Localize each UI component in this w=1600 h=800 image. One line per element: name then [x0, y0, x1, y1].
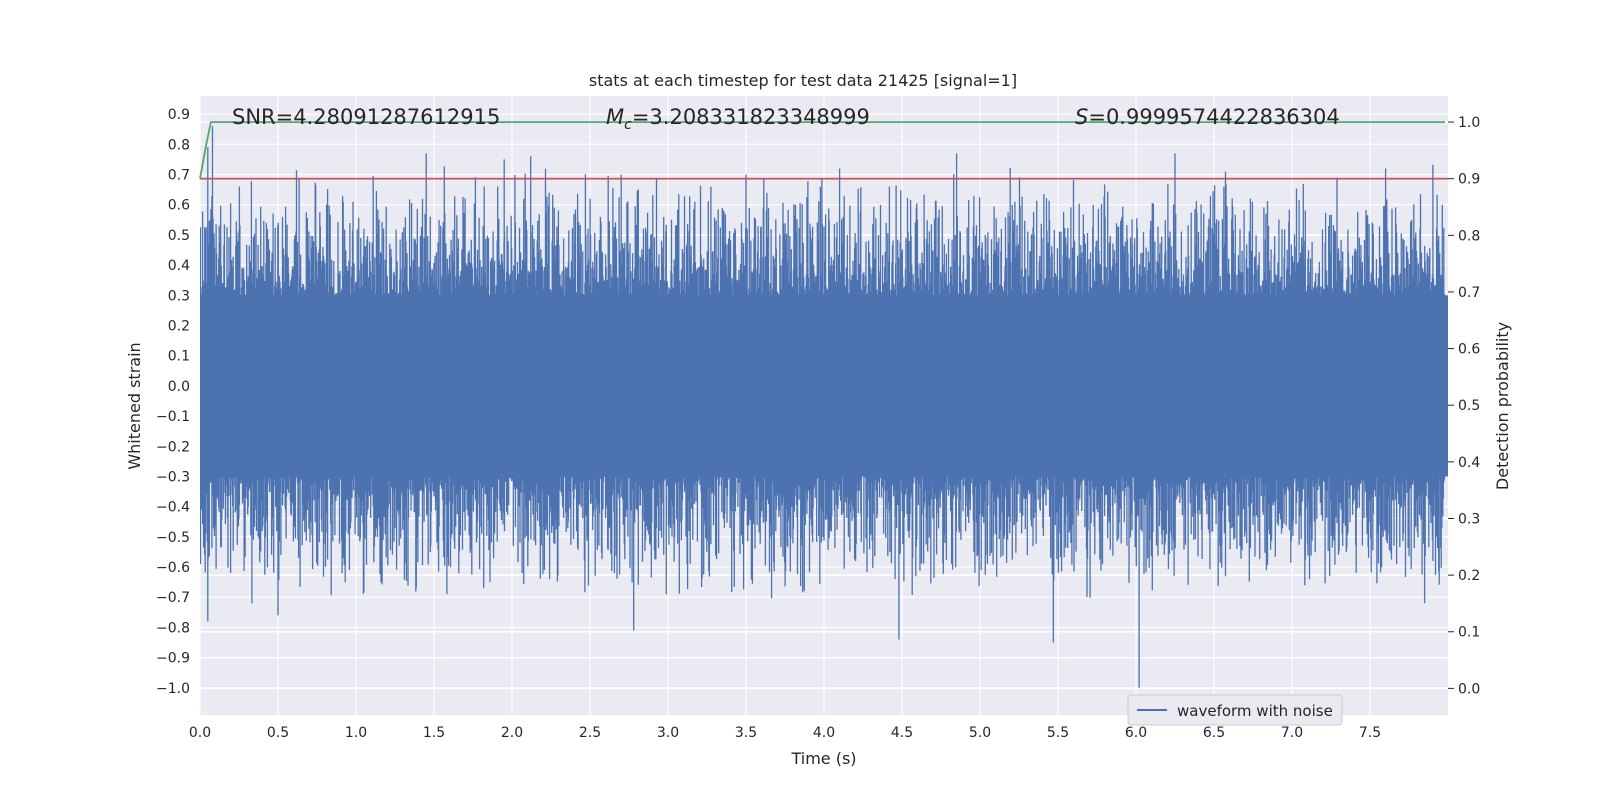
- y-tick-label: −0.4: [156, 500, 190, 516]
- y-tick-label: 0.8: [168, 137, 190, 153]
- y2-tick-label: 0.5: [1458, 398, 1480, 414]
- x-axis: 0.0 0.5 1.0 1.5 2.0 2.5 3.0 3.5 4.0 4.5 5.0 5.5 6.0 6…: [189, 725, 1381, 741]
- s-annotation: S=0.9999574422836304: [1075, 105, 1340, 129]
- y-tick-label: −0.6: [156, 560, 190, 576]
- legend-entry: waveform with noise: [1177, 702, 1333, 720]
- y2-tick-label: 0.1: [1458, 625, 1480, 641]
- y-tick-label: −0.7: [156, 590, 190, 606]
- waveform-series: [200, 126, 1448, 688]
- x-tick-label: 3.0: [657, 725, 679, 741]
- y2-tick-label: 0.0: [1458, 681, 1480, 697]
- y-tick-label: 0.5: [168, 228, 190, 244]
- probability-lines: [199, 121, 1448, 180]
- x-tick-label: 2.5: [579, 725, 601, 741]
- x-tick-label: 5.5: [1047, 725, 1069, 741]
- y-tick-label: −0.3: [156, 469, 190, 485]
- s-symbol: S: [1075, 105, 1088, 129]
- x-tick-label: 7.5: [1359, 725, 1381, 741]
- x-tick-label: 6.0: [1125, 725, 1147, 741]
- y-tick-label: −0.5: [156, 530, 190, 546]
- x-tick-label: 1.0: [345, 725, 367, 741]
- y-tick-label: −0.8: [156, 620, 190, 636]
- x-tick-label: 1.5: [423, 725, 445, 741]
- waveform-trace: [200, 126, 1446, 688]
- mc-subscript: c: [624, 117, 632, 133]
- y-tick-label: 0.0: [168, 379, 190, 395]
- x-tick-label: 0.5: [267, 725, 289, 741]
- y-tick-label: 0.4: [168, 258, 190, 274]
- y-tick-label: −0.9: [156, 651, 190, 667]
- y-tick-label: −0.2: [156, 439, 190, 455]
- y-tick-label: 0.6: [168, 198, 190, 214]
- y-tick-label: 0.7: [168, 168, 190, 184]
- y-tick-label: 0.3: [168, 288, 190, 304]
- y2-tick-label: 0.4: [1458, 455, 1480, 471]
- y2-axis-label: Detection probability: [1493, 322, 1512, 490]
- x-tick-label: 6.5: [1203, 725, 1225, 741]
- y-tick-label: 0.2: [168, 318, 190, 334]
- x-tick-label: 4.5: [891, 725, 913, 741]
- y2-tick-label: 1.0: [1458, 115, 1480, 131]
- x-tick-label: 2.0: [501, 725, 523, 741]
- y-tick-label: 0.9: [168, 107, 190, 123]
- y2-tick-label: 0.3: [1458, 511, 1480, 527]
- x-tick-label: 7.0: [1281, 725, 1303, 741]
- legend-box: [1127, 694, 1343, 726]
- y2-tick-label: 0.8: [1458, 228, 1480, 244]
- snr-annotation: SNR=4.28091287612915: [232, 105, 500, 129]
- y-tick-label: −0.1: [156, 409, 190, 425]
- x-tick-label: 5.0: [969, 725, 991, 741]
- right-axis: 1.0 0.9 0.8 0.7 0.6 0.5 0.4 0.3 0.2 0.1 0.0: [1448, 115, 1480, 697]
- mc-value: =3.208331823348999: [632, 105, 870, 129]
- y-tick-label: 0.1: [168, 349, 190, 365]
- x-tick-label: 3.5: [735, 725, 757, 741]
- y-tick-label: −1.0: [156, 681, 190, 697]
- y-axis-label: Whitened strain: [125, 342, 144, 469]
- x-tick-label: 0.0: [189, 725, 211, 741]
- legend: waveform with noise: [1127, 694, 1343, 726]
- x-tick-label: 4.0: [813, 725, 835, 741]
- y2-tick-label: 0.2: [1458, 568, 1480, 584]
- chart-title: stats at each timestep for test data 214…: [589, 71, 1017, 90]
- probability-line: [199, 121, 1445, 179]
- s-value: =0.9999574422836304: [1088, 105, 1339, 129]
- y2-tick-label: 0.9: [1458, 172, 1480, 188]
- mc-annotation: Mc=3.208331823348999: [606, 105, 870, 133]
- y2-tick-label: 0.6: [1458, 342, 1480, 358]
- left-axis: 0.9 0.8 0.7 0.6 0.5 0.4 0.3 0.2 0.1 0.0 −0.1 −0.2 −0…: [156, 107, 190, 697]
- x-axis-label: Time (s): [790, 749, 856, 768]
- mc-symbol: M: [606, 105, 624, 129]
- y2-tick-label: 0.7: [1458, 285, 1480, 301]
